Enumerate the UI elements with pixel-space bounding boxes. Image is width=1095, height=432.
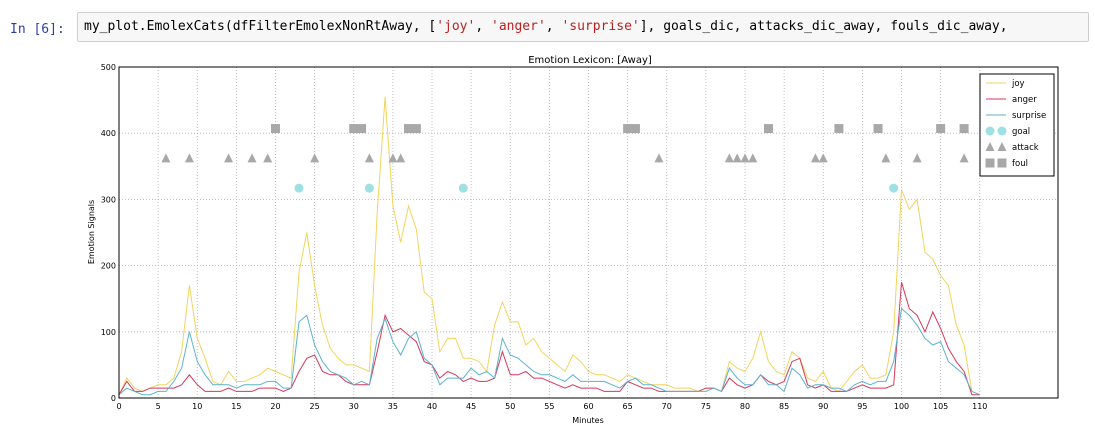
legend-swatch-foul xyxy=(985,158,995,168)
attack-marker xyxy=(732,153,742,163)
attack-marker xyxy=(161,153,171,163)
emotion-lexicon-chart: Emotion Lexicon: [Away] Minutes Emotion … xyxy=(87,55,1059,425)
code-text-start: my_plot.EmolexCats(dfFilterEmolexNonRtAw… xyxy=(84,19,437,34)
foul-marker xyxy=(834,124,844,134)
legend-label-foul: foul xyxy=(1012,159,1028,169)
code-cell[interactable]: my_plot.EmolexCats(dfFilterEmolexNonRtAw… xyxy=(77,12,1089,42)
x-tick-label: 0 xyxy=(116,402,121,411)
x-tick-label: 100 xyxy=(894,402,909,411)
foul-marker xyxy=(873,124,883,134)
x-tick-label: 65 xyxy=(623,402,633,411)
x-tick-label: 105 xyxy=(933,402,948,411)
attack-marker xyxy=(388,153,398,163)
series-line-joy xyxy=(118,96,980,396)
foul-marker xyxy=(763,124,773,134)
x-tick-label: 95 xyxy=(857,402,867,411)
legend-label-surprise: surprise xyxy=(1012,111,1046,121)
x-tick-label: 55 xyxy=(544,402,554,411)
grid xyxy=(118,66,1058,399)
legend-swatch-goal xyxy=(997,126,1007,136)
x-tick-label: 90 xyxy=(818,402,828,411)
x-tick-label: 75 xyxy=(701,402,711,411)
foul-marker xyxy=(411,124,421,134)
attack-marker xyxy=(654,153,664,163)
x-tick-label: 50 xyxy=(505,402,515,411)
legend-label-attack: attack xyxy=(1012,143,1039,153)
foul-marker xyxy=(349,124,359,134)
x-tick-label: 80 xyxy=(740,402,750,411)
attack-marker xyxy=(881,153,891,163)
code-string-joy: 'joy' xyxy=(436,19,476,34)
code-string-surprise: 'surprise' xyxy=(561,19,640,34)
legend-swatch-goal xyxy=(985,126,995,136)
x-tick-label: 20 xyxy=(270,402,280,411)
attack-marker xyxy=(724,153,734,163)
x-tick-label: 40 xyxy=(427,402,437,411)
x-tick-label: 25 xyxy=(310,402,320,411)
x-tick-label: 110 xyxy=(972,402,987,411)
cell-prompt: In [6]: xyxy=(10,22,65,37)
series-line-surprise xyxy=(118,307,980,396)
goal-marker xyxy=(294,183,304,193)
goal-marker xyxy=(458,183,468,193)
code-text-end: ], goals_dic, attacks_dic_away, fouls_di… xyxy=(639,19,1008,34)
x-tick-label: 15 xyxy=(231,402,241,411)
y-tick-label: 100 xyxy=(101,328,116,337)
axis-ticks: 0 5 10 15 20 25 30 35 40 45 50 55 60 65 70 75 80 85 90 95 10… xyxy=(101,63,988,411)
x-tick-label: 5 xyxy=(156,402,161,411)
legend-swatch-foul xyxy=(997,158,1007,168)
series-line-anger xyxy=(118,282,980,396)
attack-marker xyxy=(912,153,922,163)
foul-marker xyxy=(959,124,969,134)
foul-marker xyxy=(630,124,640,134)
code-line[interactable]: my_plot.EmolexCats(dfFilterEmolexNonRtAw… xyxy=(84,19,1008,34)
series-lines xyxy=(118,96,980,396)
x-tick-label: 10 xyxy=(192,402,202,411)
code-separator: , xyxy=(545,19,562,34)
y-tick-label: 200 xyxy=(101,262,116,271)
x-tick-label: 60 xyxy=(583,402,593,411)
y-tick-label: 300 xyxy=(101,195,116,204)
x-tick-label: 35 xyxy=(388,402,398,411)
code-separator: , xyxy=(475,19,491,34)
attack-marker xyxy=(959,153,969,163)
foul-marker xyxy=(623,124,633,134)
x-tick-label: 85 xyxy=(779,402,789,411)
goal-marker xyxy=(889,183,899,193)
attack-marker xyxy=(364,153,374,163)
code-string-anger: 'anger' xyxy=(491,19,546,34)
y-tick-label: 0 xyxy=(111,394,116,403)
attack-marker xyxy=(818,153,828,163)
goal-marker xyxy=(364,183,374,193)
x-axis-label: Minutes xyxy=(572,416,604,425)
foul-marker xyxy=(271,124,280,134)
legend-swatch-attack xyxy=(997,142,1007,151)
legend-label-goal: goal xyxy=(1012,127,1030,137)
foul-marker xyxy=(936,124,946,134)
chart-title: Emotion Lexicon: [Away] xyxy=(528,55,652,66)
y-axis-label: Emotion Signals xyxy=(87,200,96,264)
attack-marker xyxy=(310,153,320,163)
attack-marker xyxy=(263,153,273,163)
legend-swatch-attack xyxy=(985,142,995,151)
y-tick-label: 500 xyxy=(101,63,116,72)
attack-marker xyxy=(748,153,758,163)
legend-label-joy: joy xyxy=(1011,79,1025,89)
plot-frame xyxy=(118,66,1059,399)
attack-marker xyxy=(396,153,406,163)
attack-marker xyxy=(740,153,750,163)
x-tick-label: 70 xyxy=(662,402,672,411)
attack-marker xyxy=(224,153,234,163)
legend: joy anger surprise goal attack foul xyxy=(979,73,1055,177)
foul-marker xyxy=(404,124,414,134)
attack-marker xyxy=(184,153,194,163)
event-markers xyxy=(161,124,969,193)
foul-marker xyxy=(357,124,367,134)
legend-label-anger: anger xyxy=(1012,95,1037,105)
x-tick-label: 45 xyxy=(466,402,476,411)
x-tick-label: 30 xyxy=(349,402,359,411)
y-tick-label: 400 xyxy=(101,129,116,138)
attack-marker xyxy=(810,153,820,163)
attack-marker xyxy=(247,153,257,163)
